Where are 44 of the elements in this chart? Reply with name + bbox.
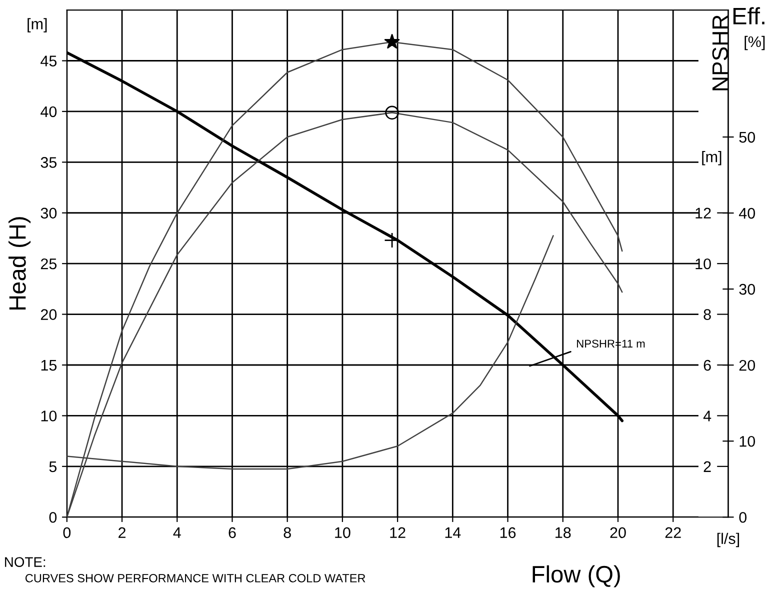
text: [l/s]: [717, 532, 740, 548]
y-tick-label: 35: [40, 157, 57, 168]
y2-axis-title: NPSHR: [712, 15, 728, 90]
x-tick-label: 2: [118, 527, 126, 538]
y-tick-label: 45: [40, 56, 57, 66]
y3-tick-label: 0: [739, 512, 747, 523]
y-tick-label: 20: [40, 309, 57, 320]
y-tick-label: 30: [40, 208, 57, 219]
x-tick-label: 0: [63, 527, 71, 538]
x-tick-label: 4: [173, 527, 181, 538]
text: [%]: [744, 36, 765, 50]
x-tick-label: 6: [228, 527, 236, 538]
y-tick-label: 10: [41, 410, 57, 422]
y-tick-label: 0: [49, 512, 57, 523]
y2-tick-label: 8: [704, 309, 711, 320]
x-tick-label: 10: [335, 527, 350, 538]
text: NOTE:: [5, 557, 46, 567]
y3-tick-label: 50: [739, 132, 756, 143]
x-tick-label: 22: [665, 527, 681, 538]
x-tick-label: 18: [556, 527, 571, 538]
y-tick-label: 15: [41, 360, 57, 371]
x-tick-label: 20: [610, 527, 626, 538]
y2-tick-label: 2: [704, 461, 711, 472]
x-axis-title: Flow (Q): [532, 565, 620, 588]
y3-tick-label: 10: [740, 436, 756, 447]
text: [m]: [28, 18, 47, 32]
y2-tick-label: 6: [704, 360, 711, 371]
x-tick-label: 8: [284, 527, 291, 538]
y2-tick-label: 10: [696, 258, 711, 270]
y-axis-title: Head (H): [8, 217, 31, 310]
x-tick-label: 12: [390, 527, 406, 538]
y-tick-label: 25: [40, 258, 57, 270]
text: CURVES SHOW PERFORMANCE WITH CLEAR COLD WATER: [25, 574, 366, 582]
annotation: [m]: [702, 150, 722, 166]
y3-tick-label: 40: [738, 208, 756, 219]
y-tick-label: 40: [40, 106, 57, 118]
x-tick-label: 14: [445, 527, 461, 538]
y2-tick-label: 12: [696, 208, 711, 218]
y3-tick-label: 20: [739, 360, 756, 371]
x-tick-label: 16: [500, 527, 516, 538]
y3-axis-title: Eff.: [733, 7, 764, 24]
y2-tick-label: 4: [703, 410, 712, 422]
y-tick-label: 5: [49, 461, 57, 472]
y3-tick-label: 30: [739, 284, 756, 295]
